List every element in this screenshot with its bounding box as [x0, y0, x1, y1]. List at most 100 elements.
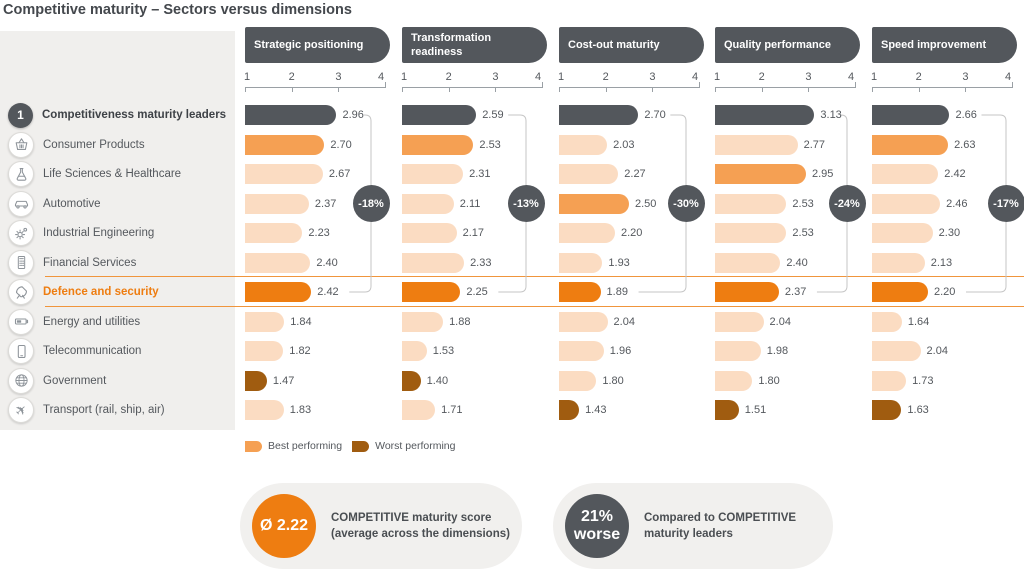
axis-tick-label: 3 [335, 71, 342, 83]
axis-ruler [245, 87, 386, 88]
sector-row: Life Sciences & Healthcare [8, 161, 181, 187]
bar-value: 1.73 [912, 374, 934, 387]
bar [872, 400, 902, 420]
axis-tick-label: 3 [492, 71, 499, 83]
average-score-circle: Ø 2.22 [252, 494, 316, 558]
axis-tick-label: 3 [805, 71, 812, 83]
bar [402, 341, 427, 361]
bar-value: 2.42 [317, 286, 339, 298]
axis-tick-label: 4 [378, 71, 385, 83]
bar [715, 282, 779, 302]
sector-row: Consumer Products [8, 131, 145, 158]
axis-tick [402, 87, 403, 92]
basket-icon [8, 131, 34, 158]
bar [715, 341, 761, 361]
bar-value: 2.40 [316, 256, 338, 269]
axis-ruler [559, 87, 700, 88]
axis-tick [855, 82, 856, 87]
axis-tick-label: 1 [244, 71, 251, 83]
bar-value: 2.37 [784, 286, 807, 298]
dimension-header-label: Strategic positioning [254, 38, 364, 51]
bar [872, 105, 950, 125]
sector-label: Financial Services [43, 256, 137, 269]
axis-tick-label: 2 [445, 71, 452, 83]
highlight-row-separator-line [45, 306, 1024, 307]
bar-value: 2.04 [613, 315, 635, 328]
axis-tick [872, 87, 873, 92]
dimension-header: Cost-out maturity [559, 27, 704, 63]
axis-tick [385, 82, 386, 87]
bar [559, 164, 619, 184]
bar [402, 252, 465, 273]
bar [245, 400, 284, 420]
sector-row: Defence and security [8, 279, 159, 305]
legend-label: Best performing [268, 440, 343, 452]
bar-value: 1.71 [441, 404, 463, 416]
sector-row: Industrial Engineering [8, 220, 154, 246]
gap-badge: -24% [828, 185, 866, 222]
bar-value: 2.33 [470, 256, 492, 269]
sector-row: ✈ Transport (rail, ship, air) [8, 397, 165, 423]
dimension-header: Quality performance [715, 27, 860, 63]
bar-value: 2.95 [812, 168, 834, 180]
bar-value: 2.03 [613, 138, 635, 151]
axis-tick-label: 2 [288, 71, 295, 83]
comparison-circle: 21% worse [565, 494, 629, 558]
sector-row: Energy and utilities [8, 308, 141, 335]
caption-line: maturity leaders [644, 528, 733, 540]
bar [715, 370, 753, 391]
axis-tick-label: 2 [758, 71, 765, 83]
worst-performing-swatch [352, 440, 370, 452]
bar-value: 2.04 [769, 315, 791, 328]
sector-label: Industrial Engineering [43, 227, 155, 239]
bar-value: 2.50 [635, 197, 657, 210]
bar [559, 134, 608, 155]
axis-tick-label: 1 [401, 71, 408, 83]
bar-value: 2.31 [469, 168, 491, 180]
bar [402, 193, 454, 214]
bar [559, 370, 597, 391]
bar [559, 282, 601, 302]
dimension-header-label: Transformation readiness [411, 31, 492, 58]
caption-line: (average across the dimensions) [331, 528, 510, 540]
axis-tick-label: 3 [649, 71, 656, 83]
legend-item-best: Best performing [245, 440, 342, 452]
axis-tick [699, 82, 700, 87]
bar-value: 1.51 [744, 404, 767, 416]
caption-line: Compared to COMPETITIVE [644, 511, 797, 524]
bar [402, 282, 461, 302]
sector-label: Government [43, 374, 107, 387]
bar [872, 223, 933, 243]
bar [402, 105, 477, 125]
bar [559, 311, 608, 332]
bar-value: 1.89 [606, 286, 628, 298]
sector-label: Defence and security [43, 286, 159, 298]
legend-item-worst: Worst performing [352, 440, 455, 452]
axis-tick [291, 87, 293, 92]
bar-value: 2.42 [944, 168, 966, 180]
bar-value: 2.04 [926, 345, 948, 357]
dimension-header: Speed improvement [872, 27, 1017, 63]
sector-label: Energy and utilities [43, 315, 141, 328]
axis-tick [542, 82, 543, 87]
gap-badge: -13% [507, 185, 545, 222]
comparison-word: worse [573, 526, 621, 543]
caption-line: COMPETITIVE maturity score [331, 511, 492, 524]
bar-value: 2.96 [342, 109, 364, 121]
average-score-caption: COMPETITIVE maturity score (average acro… [331, 510, 510, 542]
best-performing-swatch [245, 440, 262, 452]
axis-tick-label: 1 [871, 71, 878, 83]
axis-tick [245, 87, 246, 92]
axis-tick [338, 87, 340, 92]
bar [872, 164, 939, 184]
bar [715, 193, 787, 214]
bar-value: 1.64 [907, 315, 930, 328]
comparison-value: 21% [580, 507, 614, 525]
axis-tick [918, 87, 920, 92]
bar-value: 2.67 [328, 168, 351, 180]
bar [245, 164, 323, 184]
bar-value: 2.37 [314, 197, 337, 210]
bar [872, 134, 949, 155]
bar [715, 134, 798, 155]
